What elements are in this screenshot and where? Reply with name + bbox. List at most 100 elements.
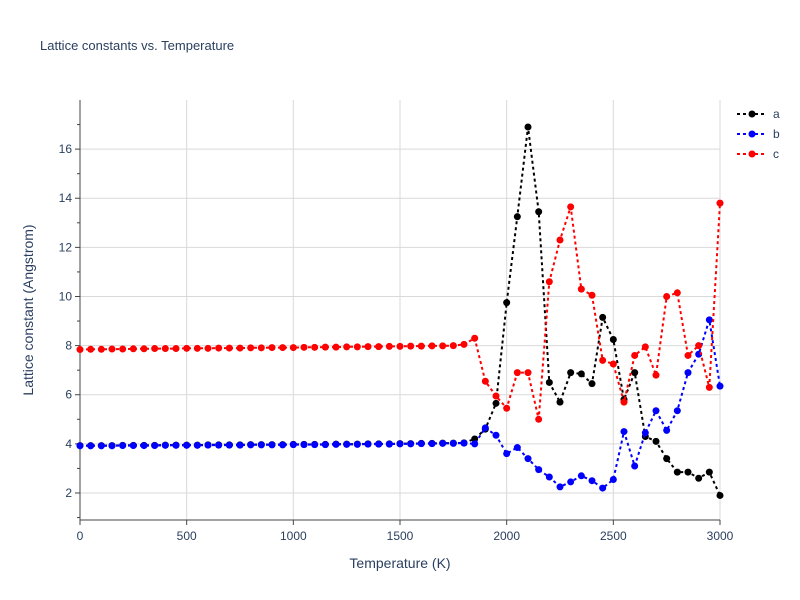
data-point-b <box>151 442 159 450</box>
data-point-b <box>481 424 489 432</box>
data-point-b <box>385 440 393 448</box>
y-tick-label: 2 <box>65 486 72 500</box>
y-tick-label: 8 <box>65 339 72 353</box>
data-point-b <box>428 440 436 448</box>
data-point-c <box>257 344 265 352</box>
data-point-b <box>97 442 105 450</box>
data-point-b <box>663 426 671 434</box>
data-point-c <box>385 342 393 350</box>
data-point-c <box>321 343 329 351</box>
data-point-b <box>631 462 639 470</box>
data-point-b <box>161 441 169 449</box>
x-tick-label: 500 <box>177 529 197 543</box>
legend-label: a <box>773 107 780 121</box>
data-point-c <box>588 291 596 299</box>
data-point-a <box>535 208 543 216</box>
data-point-c <box>332 343 340 351</box>
data-point-b <box>652 407 660 415</box>
data-point-a <box>609 335 617 343</box>
legend-item-b[interactable]: b <box>737 127 780 141</box>
grid <box>79 100 721 520</box>
data-point-c <box>375 343 383 351</box>
series-layer <box>76 123 724 499</box>
data-point-b <box>673 407 681 415</box>
data-point-c <box>268 344 276 352</box>
legend-marker <box>748 150 756 158</box>
data-point-c <box>631 351 639 359</box>
data-point-c <box>97 345 105 353</box>
data-point-c <box>279 344 287 352</box>
data-point-b <box>257 441 265 449</box>
data-point-c <box>577 285 585 293</box>
data-point-c <box>343 343 351 351</box>
data-point-c <box>311 343 319 351</box>
x-tick-label: 3000 <box>707 529 734 543</box>
y-tick-label: 6 <box>65 388 72 402</box>
data-point-b <box>108 442 116 450</box>
y-tick-label: 16 <box>59 142 73 156</box>
data-point-b <box>140 442 148 450</box>
data-point-b <box>321 441 329 449</box>
data-point-b <box>545 473 553 481</box>
data-point-b <box>407 440 415 448</box>
legend-item-a[interactable]: a <box>737 107 780 121</box>
data-point-c <box>705 383 713 391</box>
data-point-c <box>300 343 308 351</box>
data-point-a <box>705 468 713 476</box>
legend-item-c[interactable]: c <box>737 147 779 161</box>
data-point-b <box>567 478 575 486</box>
data-point-a <box>524 123 532 131</box>
x-tick-label: 1500 <box>387 529 414 543</box>
x-tick-label: 2500 <box>600 529 627 543</box>
data-point-a <box>567 369 575 377</box>
data-point-b <box>503 450 511 458</box>
data-point-c <box>439 342 447 350</box>
data-point-b <box>300 441 308 449</box>
data-point-c <box>353 343 361 351</box>
data-point-b <box>577 472 585 480</box>
data-point-b <box>311 441 319 449</box>
data-point-b <box>609 475 617 483</box>
data-point-b <box>129 442 137 450</box>
data-point-c <box>407 342 415 350</box>
data-point-b <box>641 429 649 437</box>
data-point-a <box>556 398 564 406</box>
data-point-c <box>215 344 223 352</box>
data-point-a <box>492 399 500 407</box>
data-point-b <box>417 440 425 448</box>
data-point-c <box>417 342 425 350</box>
data-point-c <box>204 344 212 352</box>
data-point-b <box>76 442 84 450</box>
data-point-b <box>556 483 564 491</box>
data-point-b <box>535 466 543 474</box>
data-point-a <box>684 468 692 476</box>
x-tick-label: 1000 <box>280 529 307 543</box>
data-point-c <box>652 371 660 379</box>
data-point-b <box>268 441 276 449</box>
data-point-b <box>513 444 521 452</box>
data-point-c <box>535 415 543 423</box>
data-point-b <box>588 477 596 485</box>
data-point-b <box>343 440 351 448</box>
data-point-c <box>151 345 159 353</box>
legend-marker <box>748 130 756 138</box>
data-point-b <box>204 441 212 449</box>
data-point-c <box>161 345 169 353</box>
data-point-c <box>695 342 703 350</box>
data-point-a <box>545 378 553 386</box>
data-point-c <box>449 342 457 350</box>
data-point-c <box>247 344 255 352</box>
data-point-c <box>716 199 724 207</box>
data-point-b <box>364 440 372 448</box>
data-point-c <box>183 344 191 352</box>
data-point-b <box>353 440 361 448</box>
data-point-a <box>513 213 521 221</box>
data-point-c <box>567 203 575 211</box>
legend[interactable]: abc <box>737 107 780 161</box>
data-point-a <box>663 455 671 463</box>
data-point-b <box>375 440 383 448</box>
data-point-b <box>439 439 447 447</box>
data-point-c <box>513 369 521 377</box>
data-point-b <box>599 484 607 492</box>
data-point-a <box>695 474 703 482</box>
